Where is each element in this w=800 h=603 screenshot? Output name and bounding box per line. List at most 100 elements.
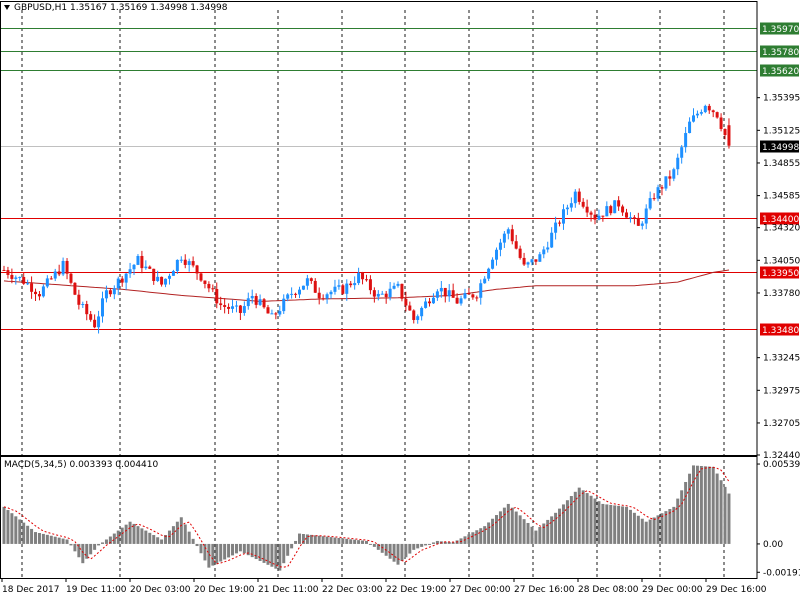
macd-bar [195,543,199,547]
macd-bar [565,500,569,544]
macd-bar [688,473,692,544]
current-price-tag [760,140,799,153]
macd-bar [502,507,506,544]
candle-body [246,298,250,307]
macd-bar [364,540,368,544]
macd-bar [664,511,668,544]
candle-body [231,306,235,309]
macd-bar [234,543,238,554]
candle-body [443,287,447,297]
candle-body [676,157,680,170]
candle-body [688,121,692,134]
candle-body [715,112,719,118]
macd-bar [471,532,475,544]
candle-body [396,283,400,286]
macd-bar [640,518,644,544]
candle-body [160,276,164,285]
macd-bar [231,543,235,556]
macd-bar [491,518,495,544]
candle-body [660,187,664,189]
candle-body [274,313,278,315]
price-level-label: 1.33480 [762,326,799,336]
candle-body [313,280,317,293]
candle-body [565,207,569,210]
candle-body [558,222,562,224]
macd-bar [148,532,152,544]
macd-bar [392,543,396,562]
macd-bar [483,526,487,544]
candle-body [550,232,554,248]
macd-tick-label: 0.005393 [763,460,800,470]
macd-bar [321,536,325,544]
candle-body [266,307,270,314]
candle-body [171,271,175,276]
dropdown-triangle-icon[interactable] [4,5,10,10]
macd-bar [49,535,53,544]
macd-bar [617,505,621,544]
macd-bar [116,530,120,544]
macd-bar [479,528,483,544]
macd-bar [715,473,719,544]
macd-bar [298,533,301,544]
macd-bar [652,517,656,544]
candle-body [317,292,321,299]
macd-bar [400,543,404,561]
symbol-header[interactable]: GBPUSD,H1 1.35167 1.35169 1.34998 1.3499… [4,3,228,13]
candle-body [179,259,183,261]
candle-body [447,290,451,297]
macd-bar [175,521,179,544]
candle-body [321,298,325,300]
candle-body [707,105,711,111]
macd-bar [215,543,219,564]
macd-bar [246,543,250,556]
candle-body [294,293,298,295]
candle-body [463,293,467,299]
macd-bar [227,543,231,558]
candle-body [400,283,404,299]
candle-body [30,283,34,292]
candle-body [585,206,589,213]
candle-body [14,277,18,279]
macd-bar [167,530,171,544]
ohlc-values: 1.35167 1.35169 1.34998 1.34998 [70,3,228,13]
macd-bar [77,543,81,558]
candle-body [132,264,136,270]
macd-bar [152,535,156,544]
candle-body [345,283,349,294]
macd-bar [530,526,534,544]
macd-bar [270,543,274,567]
candle-body [41,286,45,297]
candle-body [325,294,329,299]
macd-bar [605,504,609,544]
candle-body [451,290,455,298]
macd-bar [223,543,227,560]
candle-body [534,259,538,262]
candle-body [475,297,479,299]
macd-bar [89,543,93,555]
candle-body [522,257,526,265]
macd-bar [73,543,77,552]
macd-bar [112,533,116,544]
macd-bar [428,543,432,545]
candle-body [116,278,120,289]
macd-bar [41,533,45,544]
candle-body [538,254,542,262]
candle-body [270,313,274,315]
candle-body [77,294,81,305]
candle-body [234,305,238,307]
candle-body [416,316,420,320]
candle-body [487,268,491,279]
time-label: 27 Dec 16:00 [514,585,575,595]
candle-body [672,169,676,179]
macd-bar [93,543,97,550]
candle-body [101,298,104,317]
price-level-tag [760,64,799,77]
candle-body [282,298,286,312]
candle-body [207,283,211,289]
macd-bar [290,543,294,549]
moving-average-line [3,269,730,302]
macd-bar [132,523,136,544]
macd-bar [30,528,34,544]
